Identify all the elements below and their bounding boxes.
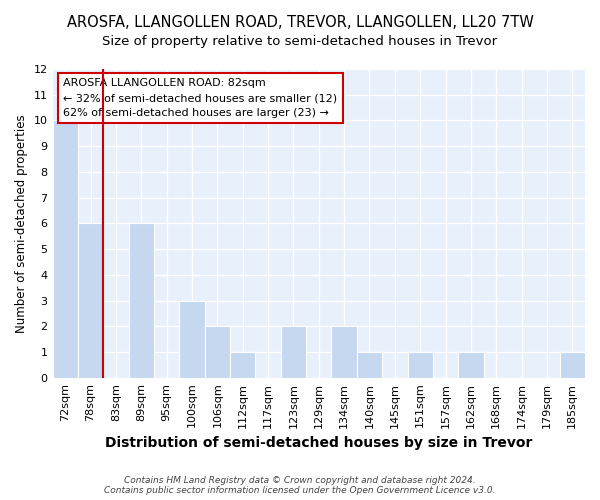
- Bar: [560, 352, 585, 378]
- Bar: [331, 326, 357, 378]
- Bar: [78, 224, 103, 378]
- Y-axis label: Number of semi-detached properties: Number of semi-detached properties: [15, 114, 28, 332]
- Bar: [179, 300, 205, 378]
- Bar: [357, 352, 382, 378]
- Bar: [230, 352, 256, 378]
- Text: AROSFA LLANGOLLEN ROAD: 82sqm
← 32% of semi-detached houses are smaller (12)
62%: AROSFA LLANGOLLEN ROAD: 82sqm ← 32% of s…: [63, 78, 337, 118]
- Bar: [205, 326, 230, 378]
- Text: AROSFA, LLANGOLLEN ROAD, TREVOR, LLANGOLLEN, LL20 7TW: AROSFA, LLANGOLLEN ROAD, TREVOR, LLANGOL…: [67, 15, 533, 30]
- Bar: [53, 120, 78, 378]
- Bar: [128, 224, 154, 378]
- Bar: [458, 352, 484, 378]
- Text: Size of property relative to semi-detached houses in Trevor: Size of property relative to semi-detach…: [103, 35, 497, 48]
- Bar: [407, 352, 433, 378]
- X-axis label: Distribution of semi-detached houses by size in Trevor: Distribution of semi-detached houses by …: [105, 436, 532, 450]
- Text: Contains HM Land Registry data © Crown copyright and database right 2024.
Contai: Contains HM Land Registry data © Crown c…: [104, 476, 496, 495]
- Bar: [281, 326, 306, 378]
